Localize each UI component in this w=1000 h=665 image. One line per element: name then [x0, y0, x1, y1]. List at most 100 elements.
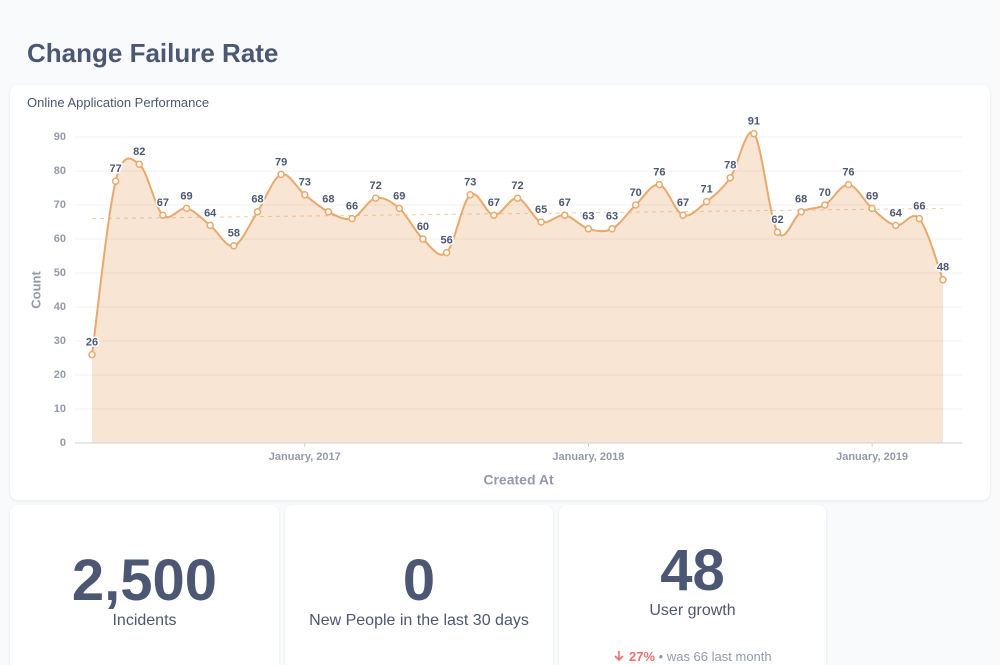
- point: [111, 177, 120, 185]
- data-label: 77: [110, 163, 122, 175]
- data-label: 82: [133, 146, 145, 158]
- data-label: 64: [204, 207, 217, 219]
- card-label: User growth: [649, 602, 736, 619]
- separator: •: [658, 649, 664, 664]
- y-tick-label: 40: [54, 301, 66, 313]
- data-label: 70: [630, 187, 642, 199]
- card-value: 0: [402, 548, 436, 613]
- data-label: 71: [700, 184, 712, 196]
- point: [442, 248, 451, 257]
- data-label: 91: [748, 116, 760, 128]
- point: [301, 191, 309, 199]
- card: 48 User growth 27% • was 66 last month: [559, 505, 826, 665]
- point: [513, 194, 522, 202]
- point: [490, 211, 498, 219]
- y-tick-label: 10: [54, 403, 66, 415]
- point: [655, 180, 664, 189]
- point: [915, 214, 924, 223]
- data-label: 65: [535, 204, 547, 216]
- point: [891, 221, 900, 230]
- data-label: 66: [346, 201, 358, 213]
- y-tick-label: 90: [54, 131, 66, 143]
- data-label: 63: [582, 211, 594, 223]
- point: [702, 197, 711, 206]
- point: [773, 228, 782, 236]
- card-value: 48: [660, 538, 725, 603]
- point: [395, 204, 404, 213]
- area: [92, 132, 943, 443]
- data-label: 79: [275, 156, 287, 168]
- data-label: 67: [488, 197, 500, 209]
- data-label: 26: [86, 337, 98, 349]
- point: [348, 214, 356, 223]
- y-tick-label: 30: [54, 335, 66, 347]
- period: last month: [711, 649, 772, 664]
- point: [206, 221, 214, 230]
- point: [561, 211, 569, 219]
- x-axis-label: Created At: [483, 472, 554, 488]
- data-label: 67: [157, 197, 169, 209]
- point: [844, 180, 853, 189]
- point: [230, 242, 238, 250]
- data-label: 69: [180, 190, 192, 202]
- data-label: 64: [890, 207, 903, 219]
- y-tick-label: 20: [54, 369, 66, 381]
- data-label: 72: [370, 180, 382, 192]
- point: [277, 170, 285, 179]
- x-tick-label: January, 2018: [552, 451, 624, 463]
- down-arrow-icon: [614, 651, 624, 662]
- data-label: 78: [724, 160, 736, 172]
- point: [608, 225, 616, 233]
- card-value: 2,500: [71, 548, 218, 613]
- point: [939, 276, 947, 284]
- data-label: 63: [606, 211, 618, 223]
- data-label: 66: [913, 201, 925, 213]
- data-label: 62: [771, 214, 783, 226]
- data-label: 72: [511, 180, 523, 192]
- card-change: 27% • was 66 last month: [559, 649, 826, 664]
- point: [419, 235, 427, 243]
- data-label: 68: [251, 194, 263, 206]
- point: [631, 201, 640, 209]
- point: [868, 204, 876, 213]
- card: 0 New People in the last 30 days: [285, 505, 553, 665]
- point: [537, 218, 545, 226]
- trend-line: [91, 207, 944, 220]
- data-label: 60: [417, 221, 429, 233]
- point: [679, 211, 687, 219]
- y-tick-label: 60: [54, 233, 66, 245]
- page-title: Change Failure Rate: [27, 38, 279, 68]
- data-label: 58: [228, 228, 240, 240]
- x-tick-label: January, 2019: [836, 451, 908, 463]
- point: [135, 160, 144, 168]
- data-label: 73: [464, 177, 476, 189]
- card-label: Incidents: [112, 612, 177, 629]
- data-label: 48: [937, 262, 949, 274]
- point: [466, 191, 474, 199]
- data-label: 70: [819, 187, 831, 199]
- point: [371, 194, 380, 202]
- y-tick-label: 70: [54, 199, 66, 211]
- point: [159, 211, 167, 219]
- y-axis-label: Count: [28, 271, 43, 309]
- data-label: 68: [795, 194, 807, 206]
- data-label: 56: [440, 235, 452, 247]
- data-label: 76: [653, 167, 665, 179]
- chart-title[interactable]: Online Application Performance: [27, 95, 210, 110]
- data-label: 76: [842, 167, 854, 179]
- data-label: 69: [866, 190, 878, 202]
- data-label: 73: [299, 177, 311, 189]
- change-percent: 27%: [628, 649, 656, 664]
- point: [182, 204, 191, 213]
- point: [253, 208, 262, 216]
- point: [324, 208, 333, 216]
- data-label: 67: [677, 197, 689, 209]
- card-label: New People in the last 30 days: [309, 612, 529, 629]
- y-tick-label: 0: [60, 437, 66, 449]
- chart: 0 10 20 30 40 50 60 70 80 90 Count Created At Januar…: [28, 114, 962, 488]
- point: [584, 225, 593, 233]
- x-tick-label: January, 2017: [269, 451, 341, 463]
- data-label: 67: [559, 197, 571, 209]
- data-label: 69: [393, 190, 405, 202]
